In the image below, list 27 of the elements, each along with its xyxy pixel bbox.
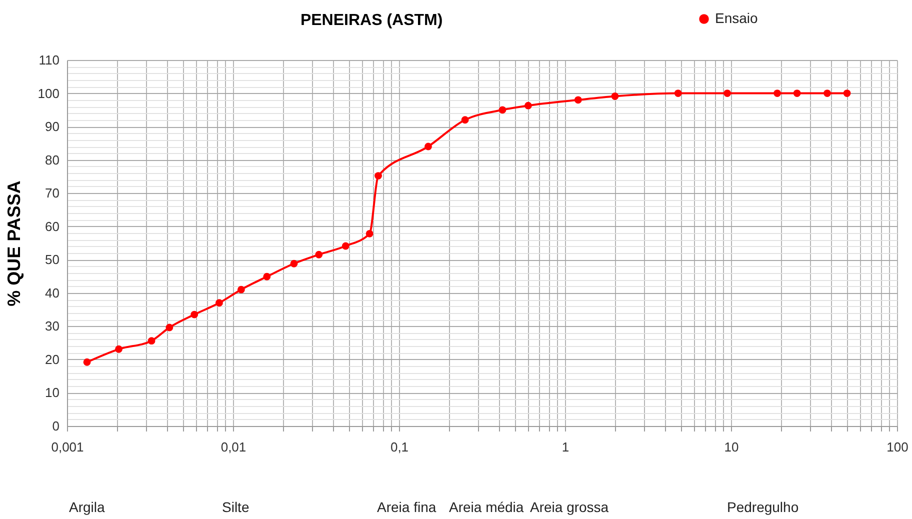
text: Areia média	[449, 499, 524, 515]
y-tick-label: 40	[45, 285, 60, 300]
text: Silte	[222, 499, 250, 515]
y-tick-label: 80	[45, 152, 60, 168]
legend-label: Ensaio	[715, 10, 758, 26]
y-tick-label: 0	[52, 418, 60, 434]
x-tick-label: 0,1	[390, 440, 409, 454]
y-tick-label: 100	[38, 86, 60, 101]
text: Areia fina	[377, 499, 436, 515]
x-tick-label: 0,01	[220, 440, 246, 454]
y-tick-label: 60	[45, 218, 60, 234]
y-tick-label: 70	[45, 186, 60, 201]
text: Argila	[69, 499, 106, 515]
text: Pedregulho	[727, 499, 799, 515]
y-axis-title: % QUE PASSA	[4, 180, 24, 306]
text: Areia grossa	[530, 499, 609, 515]
chart-title: PENEIRAS (ASTM)	[300, 12, 443, 29]
x-tick-label: 10	[724, 440, 739, 454]
y-tick-label: 10	[45, 385, 60, 400]
x-tick-label: 1	[562, 440, 570, 454]
y-tick-label: 30	[45, 318, 60, 334]
y-tick-label: 90	[45, 119, 60, 134]
y-tick-label: 50	[45, 252, 60, 268]
x-tick-label: 100	[886, 440, 908, 454]
y-tick-label: 20	[45, 352, 60, 367]
y-tick-label: 110	[38, 52, 60, 68]
x-tick-label: 0,001	[51, 440, 84, 454]
